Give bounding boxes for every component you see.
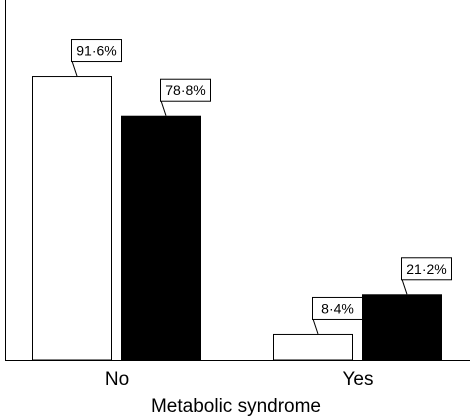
data-label-text: 91·6% [76,43,116,59]
data-label-box [401,257,452,281]
data-label-box [312,296,363,320]
data-label-no-series-1: 91·6% [71,39,122,77]
bar-no-series-2 [121,115,201,361]
data-label-text: 21·2% [406,261,446,277]
x-tick-labels: No Yes [105,369,374,390]
bar-yes-series-1 [273,333,353,361]
data-label-text: 78·8% [165,82,205,98]
bar-yes-series-2 [362,294,442,361]
bars-layer [32,76,442,361]
data-label-leader-line [160,100,167,116]
data-labels-layer: 91·6% 78·8% 8·4% 21·2% [71,39,452,335]
data-label-box [160,78,211,102]
data-label-yes-series-2: 21·2% [401,257,452,295]
x-axis-title: Metabolic syndrome [151,396,321,417]
data-label-leader-line [312,318,319,335]
data-label-leader-line [71,60,78,77]
x-tick-label-yes: Yes [343,369,374,390]
data-label-text: 8·4% [321,300,354,316]
data-label-box [71,39,122,63]
x-tick-label-no: No [105,369,129,390]
data-label-no-series-2: 78·8% [160,78,211,116]
bar-no-series-1 [32,76,112,361]
data-label-yes-series-1: 8·4% [312,296,363,335]
data-label-leader-line [401,279,408,295]
